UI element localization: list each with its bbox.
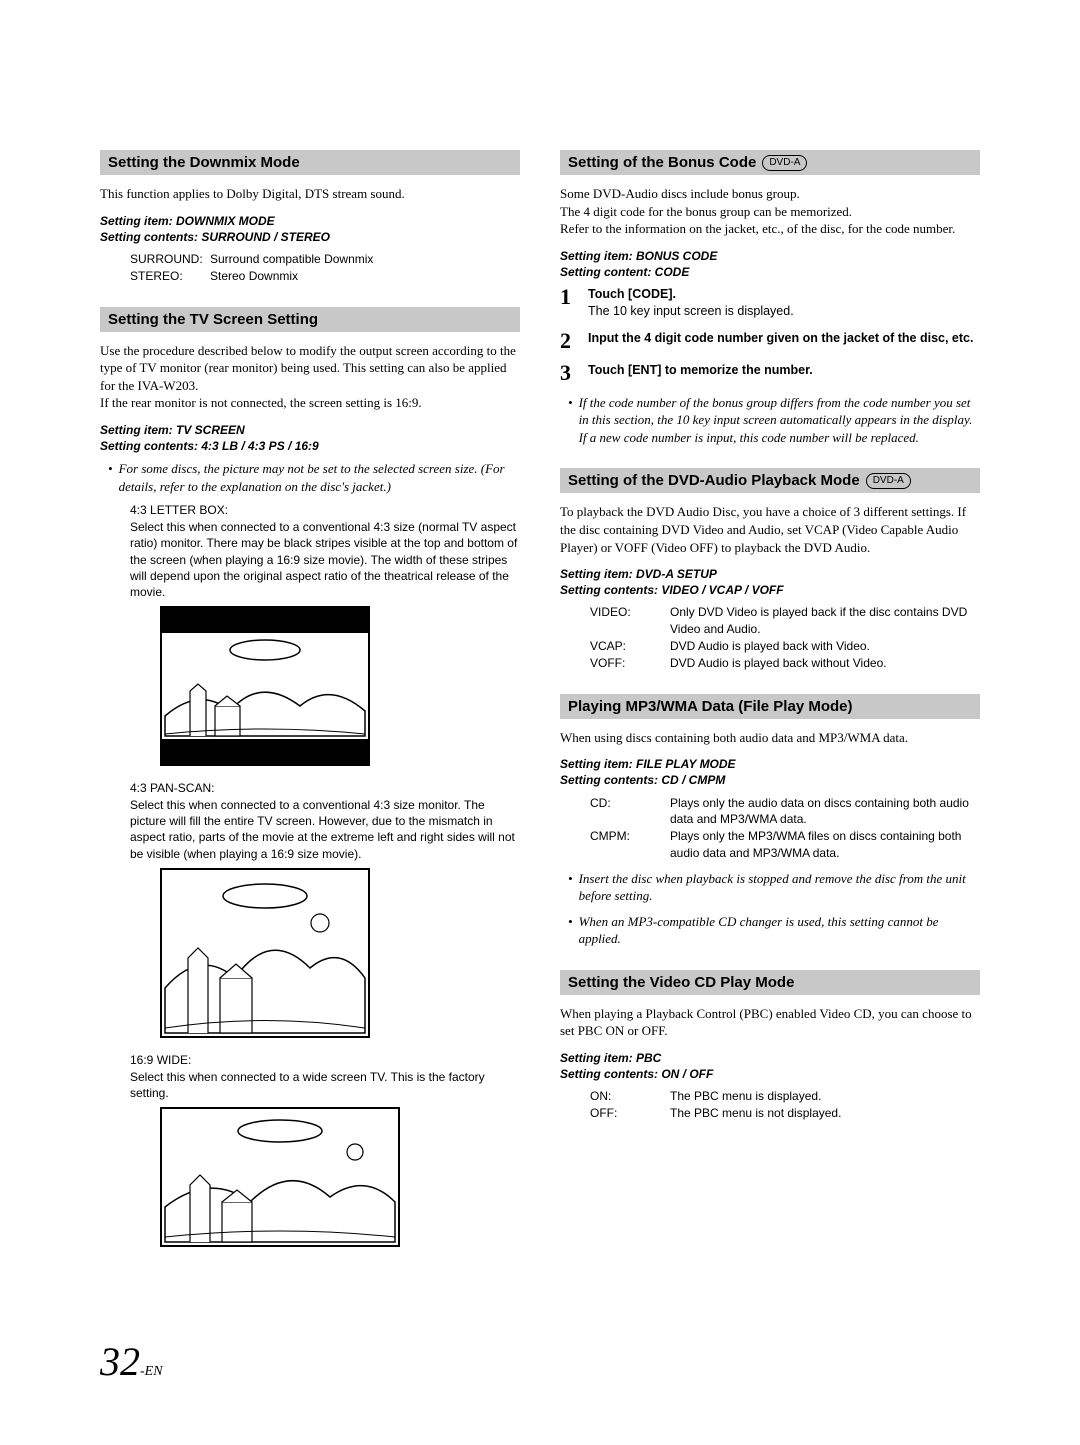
setting-item: Setting item: PBC Setting contents: ON /…	[560, 1050, 980, 1082]
intro-text: When using discs containing both audio d…	[560, 729, 980, 747]
intro-text: To playback the DVD Audio Disc, you have…	[560, 503, 980, 556]
section-bonus: Setting of the Bonus Code DVD-A Some DVD…	[560, 150, 980, 446]
mode-desc: Select this when connected to a wide scr…	[130, 1069, 520, 1101]
section-videocd: Setting the Video CD Play Mode When play…	[560, 970, 980, 1122]
def-row: STEREO: Stereo Downmix	[130, 268, 520, 285]
note-bullet: Insert the disc when playback is stopped…	[568, 870, 980, 905]
right-column: Setting of the Bonus Code DVD-A Some DVD…	[560, 150, 980, 1274]
setting-item: Setting item: DVD-A SETUP Setting conten…	[560, 566, 980, 598]
section-downmix: Setting the Downmix Mode This function a…	[100, 150, 520, 285]
mode-label: 4:3 LETTER BOX:	[130, 503, 520, 517]
intro-text: This function applies to Dolby Digital, …	[100, 185, 520, 203]
mode-desc: Select this when connected to a conventi…	[130, 797, 520, 862]
section-mp3wma: Playing MP3/WMA Data (File Play Mode) Wh…	[560, 694, 980, 948]
mode-label: 4:3 PAN-SCAN:	[130, 781, 520, 795]
illustration-letterbox	[160, 606, 520, 771]
section-title: Setting of the Bonus Code DVD-A	[560, 150, 980, 175]
def-row: VIDEO:Only DVD Video is played back if t…	[590, 604, 980, 638]
illustration-panscan	[160, 868, 520, 1043]
step: 1 Touch [CODE].The 10 key input screen i…	[560, 286, 980, 320]
def-row: SURROUND: Surround compatible Downmix	[130, 251, 520, 268]
setting-item: Setting item: TV SCREEN Setting contents…	[100, 422, 520, 454]
intro-text: Some DVD-Audio discs include bonus group…	[560, 185, 980, 238]
dvda-badge: DVD-A	[762, 155, 807, 171]
note-bullet: If the code number of the bonus group di…	[568, 394, 980, 447]
illustration-wide	[160, 1107, 520, 1252]
page-number: 32-EN	[100, 1338, 163, 1385]
note-bullet: When an MP3-compatible CD changer is use…	[568, 913, 980, 948]
mode-desc: Select this when connected to a conventi…	[130, 519, 520, 600]
setting-item: Setting item: FILE PLAY MODE Setting con…	[560, 756, 980, 788]
section-title: Setting the Downmix Mode	[100, 150, 520, 175]
section-title: Setting the TV Screen Setting	[100, 307, 520, 332]
def-row: VOFF:DVD Audio is played back without Vi…	[590, 655, 980, 672]
section-dvdaudio: Setting of the DVD-Audio Playback Mode D…	[560, 468, 980, 671]
def-row: CMPM:Plays only the MP3/WMA files on dis…	[590, 828, 980, 862]
def-row: CD:Plays only the audio data on discs co…	[590, 795, 980, 829]
def-row: ON:The PBC menu is displayed.	[590, 1088, 980, 1105]
intro-text: Use the procedure described below to mod…	[100, 342, 520, 412]
section-title: Setting of the DVD-Audio Playback Mode D…	[560, 468, 980, 493]
left-column: Setting the Downmix Mode This function a…	[100, 150, 520, 1274]
mode-label: 16:9 WIDE:	[130, 1053, 520, 1067]
step: 2 Input the 4 digit code number given on…	[560, 330, 980, 352]
intro-text: When playing a Playback Control (PBC) en…	[560, 1005, 980, 1040]
def-row: VCAP:DVD Audio is played back with Video…	[590, 638, 980, 655]
section-title: Setting the Video CD Play Mode	[560, 970, 980, 995]
def-row: OFF:The PBC menu is not displayed.	[590, 1105, 980, 1122]
dvda-badge: DVD-A	[866, 473, 911, 489]
setting-item: Setting item: DOWNMIX MODE Setting conte…	[100, 213, 520, 245]
section-tvscreen: Setting the TV Screen Setting Use the pr…	[100, 307, 520, 1253]
setting-item: Setting item: BONUS CODE Setting content…	[560, 248, 980, 280]
note-bullet: For some discs, the picture may not be s…	[108, 460, 520, 495]
step: 3 Touch [ENT] to memorize the number.	[560, 362, 980, 384]
section-title: Playing MP3/WMA Data (File Play Mode)	[560, 694, 980, 719]
